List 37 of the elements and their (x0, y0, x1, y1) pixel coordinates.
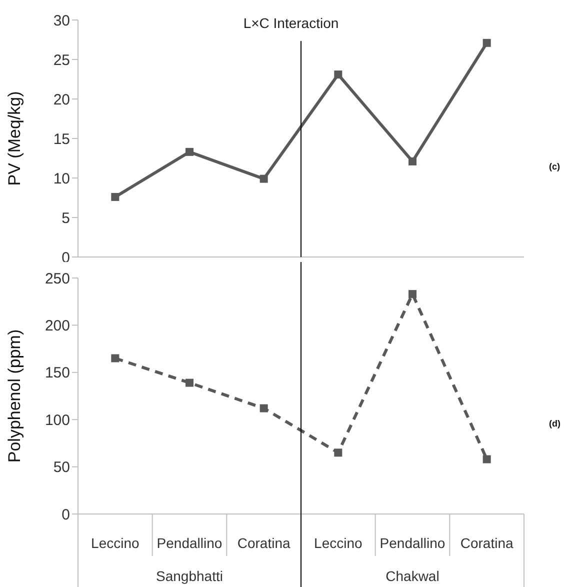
y-tick-label: 200 (44, 318, 70, 335)
y-tick-label: 150 (44, 364, 70, 382)
point (260, 174, 268, 183)
point (408, 290, 416, 298)
y-tick-label: 20 (53, 91, 70, 108)
x-tick-label: Leccino (314, 535, 363, 551)
point (111, 192, 120, 201)
point (408, 157, 416, 166)
point (482, 455, 491, 464)
point (111, 354, 120, 362)
point (482, 38, 491, 47)
point (334, 70, 342, 79)
point (334, 448, 342, 457)
y-axis-title: Polyphenol (ppm) (5, 329, 24, 463)
y-tick-label: 30 (53, 12, 70, 30)
chart-title: L×C Interaction (243, 15, 339, 31)
y-axis-title: PV (Meq/kg) (5, 91, 24, 186)
x-tick-label: Pendallino (156, 535, 222, 551)
point (186, 148, 194, 156)
y-tick-label: 15 (53, 130, 70, 148)
y-tick-label: 50 (53, 459, 70, 476)
x-tick-label: Pendallino (380, 535, 446, 551)
point (186, 378, 194, 387)
x-tick-label: Leccino (91, 535, 140, 551)
point (260, 404, 268, 412)
text: Sangbhatti (156, 568, 223, 584)
y-tick-label: 5 (62, 210, 70, 227)
text: Chakwal (386, 568, 440, 584)
y-tick-label: 10 (53, 170, 70, 188)
x-tick-label: Coratina (237, 535, 291, 551)
text: (c) (549, 161, 560, 172)
y-tick-label: 250 (44, 270, 70, 288)
text: (d) (549, 418, 560, 429)
y-tick-label: 100 (44, 412, 70, 429)
y-tick-label: 25 (53, 52, 70, 69)
x-tick-label: Coratina (460, 535, 514, 551)
y-tick-label: 0 (62, 506, 70, 524)
